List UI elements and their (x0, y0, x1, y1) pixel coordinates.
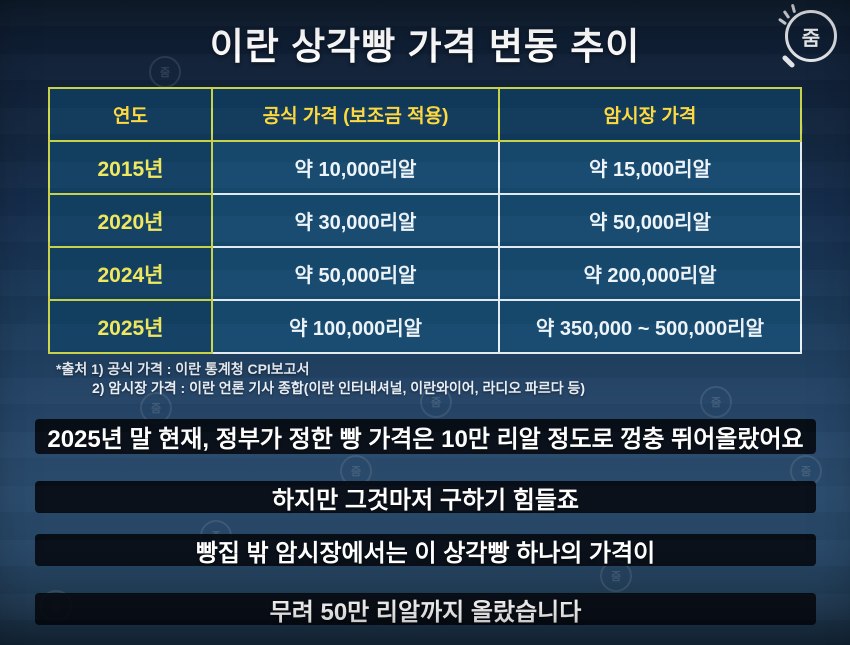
caption-text: 2025년 말 현재, 정부가 정한 빵 가격은 10만 리알 정도로 껑충 뛰… (47, 426, 804, 453)
logo-sparkle-icon (790, 3, 797, 14)
black-market-price-cell: 약 350,000 ~ 500,000리알 (498, 299, 802, 354)
table-header-row: 연도 공식 가격 (보조금 적용) 암시장 가격 (48, 87, 802, 142)
year-cell: 2025년 (48, 299, 213, 354)
watermark-zoom-badge: 줌 (149, 56, 181, 88)
watermark-zoom-badge: 줌 (700, 386, 732, 418)
zoom-logo: 줌 (777, 3, 837, 69)
header-year: 연도 (48, 87, 213, 142)
magnifier-icon: 줌 (785, 10, 837, 62)
table-row: 2025년 약 100,000리알 약 350,000 ~ 500,000리알 (48, 299, 802, 354)
official-price-cell: 약 10,000리알 (211, 140, 500, 195)
source-line-1: *출처 1) 공식 가격 : 이란 통계청 CPI보고서 (56, 361, 310, 377)
black-market-price-cell: 약 200,000리알 (498, 246, 802, 301)
caption-text: 빵집 밖 암시장에서는 이 상각빵 하나의 가격이 (195, 539, 656, 567)
official-price-cell: 약 100,000리알 (211, 299, 500, 354)
caption-text: 하지만 그것마저 구하기 힘들죠 (271, 486, 580, 514)
year-cell: 2020년 (48, 193, 213, 248)
caption-bar-4: 무려 50만 리알까지 올랐습니다 (35, 593, 816, 626)
page-title: 이란 상각빵 가격 변동 추이 (209, 26, 641, 67)
year-cell: 2015년 (48, 140, 213, 195)
caption-bar-2: 하지만 그것마저 구하기 힘들죠 (35, 481, 816, 514)
table-row: 2015년 약 10,000리알 약 15,000리알 (48, 140, 802, 195)
caption-bar-3: 빵집 밖 암시장에서는 이 상각빵 하나의 가격이 (35, 534, 816, 567)
caption-text: 무려 50만 리알까지 올랐습니다 (269, 598, 582, 626)
caption-bar-1: 2025년 말 현재, 정부가 정한 빵 가격은 10만 리알 정도로 껑충 뛰… (35, 419, 816, 454)
table-row: 2024년 약 50,000리알 약 200,000리알 (48, 246, 802, 301)
header-official-price: 공식 가격 (보조금 적용) (211, 87, 500, 142)
price-table: 연도 공식 가격 (보조금 적용) 암시장 가격 2015년 약 10,000리… (48, 87, 802, 354)
watermark-zoom-badge: 줌 (420, 386, 452, 418)
source-line-2: 2) 암시장 가격 : 이란 언론 기사 종합(이란 인터내셔널, 이란와이어,… (92, 379, 586, 396)
logo-text: 줌 (801, 27, 821, 50)
header-black-market-price: 암시장 가격 (498, 87, 802, 142)
black-market-price-cell: 약 50,000리알 (498, 193, 802, 248)
year-cell: 2024년 (48, 246, 213, 301)
official-price-cell: 약 50,000리알 (211, 246, 500, 301)
black-market-price-cell: 약 15,000리알 (498, 140, 802, 195)
table-row: 2020년 약 30,000리알 약 50,000리알 (48, 193, 802, 248)
official-price-cell: 약 30,000리알 (211, 193, 500, 248)
source-note: *출처 1) 공식 가격 : 이란 통계청 CPI보고서 2) 암시장 가격 :… (56, 360, 585, 398)
